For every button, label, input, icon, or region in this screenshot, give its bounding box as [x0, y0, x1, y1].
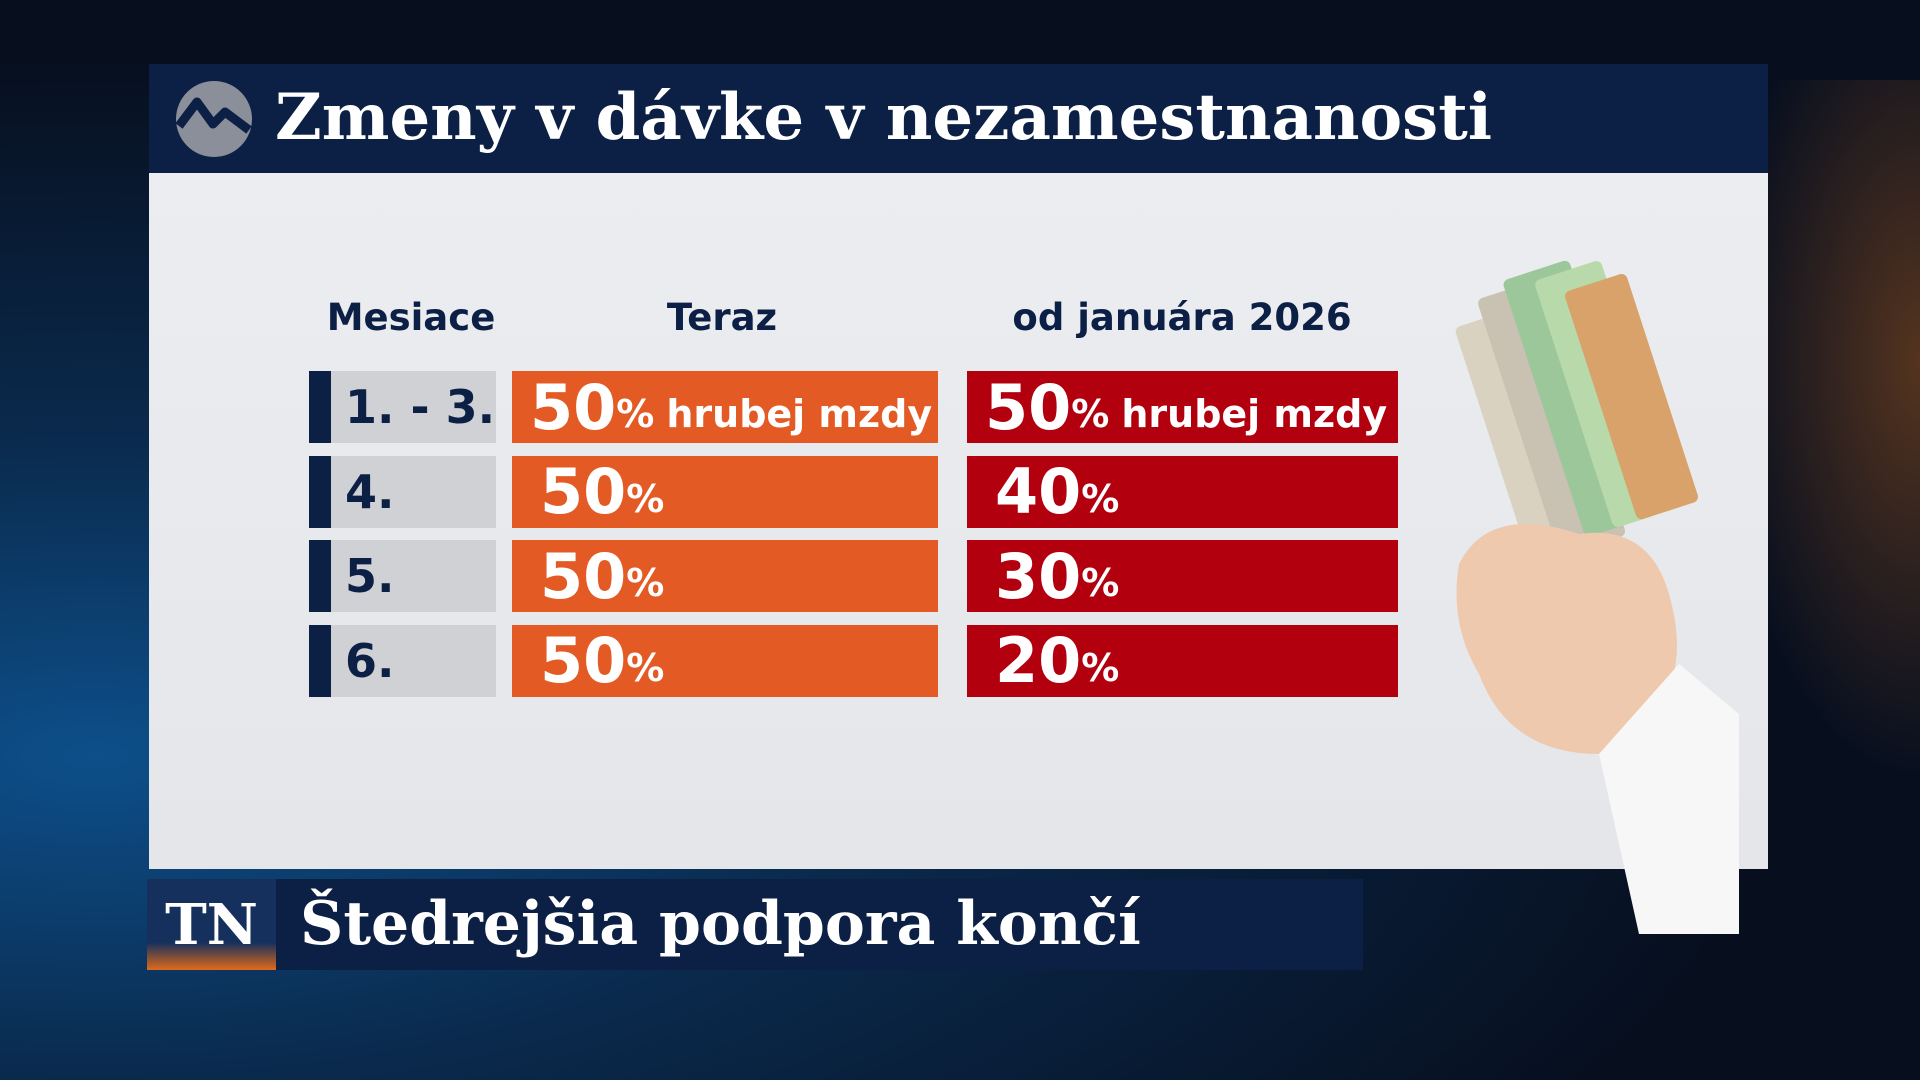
column-header: od januára 2026	[1012, 296, 1352, 339]
percent-unit: %	[1081, 561, 1120, 605]
month-cell: 5.	[309, 540, 496, 612]
column-header: Mesiace	[326, 296, 496, 339]
now-cell: 50%	[512, 624, 938, 697]
percent-value: 50	[985, 370, 1072, 444]
value-note: hrubej mzdy	[666, 392, 933, 436]
title: Zmeny v dávke v nezamestnanosti	[275, 80, 1493, 155]
percent-value: 50	[530, 370, 617, 444]
month-cell: 4.	[309, 455, 496, 528]
percent-unit: %	[626, 476, 665, 521]
percent-value: 30	[995, 539, 1082, 613]
percent-value: 50	[540, 624, 627, 697]
percent-unit: %	[1081, 645, 1120, 690]
percent-unit: %	[626, 561, 665, 605]
percent-unit: %	[616, 392, 655, 436]
logo-icon	[175, 81, 252, 157]
banner: TN Štedrejšia podpora končí	[147, 879, 1363, 970]
now-cell: 50%	[512, 455, 938, 528]
percent-unit: %	[1081, 476, 1120, 521]
percent-unit: %	[1071, 392, 1110, 436]
future-cell: 50% hrubej mzdy	[967, 370, 1398, 444]
percent-value: 40	[995, 455, 1082, 528]
now-cell: 50%	[512, 539, 938, 613]
banner-logo: TN	[147, 879, 276, 970]
future-cell: 40%	[967, 455, 1398, 528]
percent-value: 50	[540, 539, 627, 613]
month-cell: 6.	[309, 624, 496, 697]
percent-value: 20	[995, 624, 1082, 697]
percent-unit: %	[626, 645, 665, 690]
header: Zmeny v dávke v nezamestnanosti	[149, 64, 1768, 173]
column-header: Teraz	[666, 296, 778, 339]
value-note: hrubej mzdy	[1121, 392, 1388, 436]
headline: Štedrejšia podpora končí	[300, 889, 1141, 959]
now-cell: 50% hrubej mzdy	[512, 370, 938, 444]
percent-value: 50	[540, 455, 627, 528]
future-cell: 30%	[967, 539, 1398, 613]
month-cell: 1. - 3.	[309, 371, 496, 443]
panel: Zmeny v dávke v nezamestnanosti Mesiace T…	[149, 64, 1768, 934]
future-cell: 20%	[967, 624, 1398, 697]
money-illustration	[1455, 260, 1739, 934]
